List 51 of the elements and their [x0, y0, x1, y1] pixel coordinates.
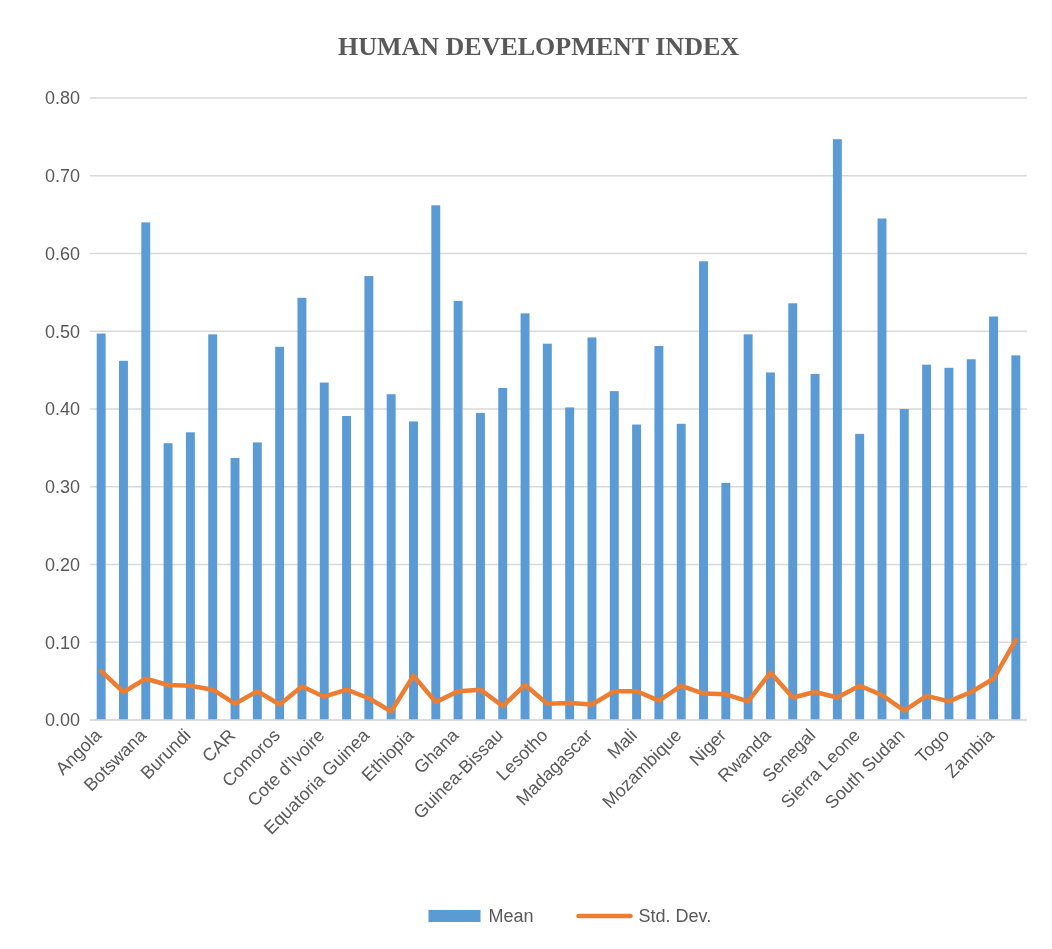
bar — [899, 409, 909, 720]
y-tick-label: 0.20 — [44, 554, 80, 575]
bar — [810, 374, 820, 720]
y-tick-label: 0.60 — [44, 243, 80, 264]
bar — [319, 382, 329, 720]
bar — [765, 372, 775, 720]
bar — [609, 391, 619, 720]
bar — [297, 297, 307, 720]
bar — [832, 139, 842, 720]
y-tick-label: 0.30 — [44, 477, 80, 498]
bar — [743, 334, 753, 720]
bar — [989, 316, 998, 720]
bar — [431, 205, 441, 720]
bar — [721, 482, 731, 720]
bar — [342, 416, 352, 720]
legend-label: Std. Dev. — [638, 906, 712, 927]
bar — [565, 407, 575, 720]
bar — [364, 276, 374, 720]
y-tick-label: 0.10 — [44, 632, 80, 653]
bar — [944, 367, 954, 720]
bar — [922, 364, 932, 720]
y-tick-label: 0.50 — [44, 321, 80, 342]
bar — [252, 442, 262, 720]
bar — [676, 423, 686, 720]
bar — [498, 388, 508, 720]
y-tick-label: 0.40 — [44, 399, 80, 420]
y-tick-label: 0.00 — [44, 710, 80, 731]
bar — [855, 433, 865, 720]
bar — [96, 333, 106, 720]
y-tick-label: 0.70 — [44, 166, 80, 187]
bar — [1011, 355, 1021, 720]
bar — [453, 300, 463, 720]
bar — [788, 303, 798, 720]
bar — [699, 261, 708, 720]
bar — [185, 432, 195, 720]
bar — [275, 346, 285, 720]
bar — [475, 412, 485, 720]
chart-title: HUMAN DEVELOPMENT INDEX — [337, 32, 740, 61]
line-series — [98, 637, 1019, 714]
bar — [409, 421, 418, 720]
bar — [163, 443, 173, 720]
bar — [208, 334, 218, 720]
bar — [632, 424, 642, 720]
bar — [141, 222, 151, 720]
legend-label: Mean — [488, 906, 534, 927]
bar — [542, 343, 552, 720]
bar — [119, 360, 128, 720]
y-tick-label: 0.80 — [44, 88, 80, 109]
bar — [654, 346, 664, 720]
bar — [966, 359, 976, 720]
bar — [386, 394, 396, 720]
